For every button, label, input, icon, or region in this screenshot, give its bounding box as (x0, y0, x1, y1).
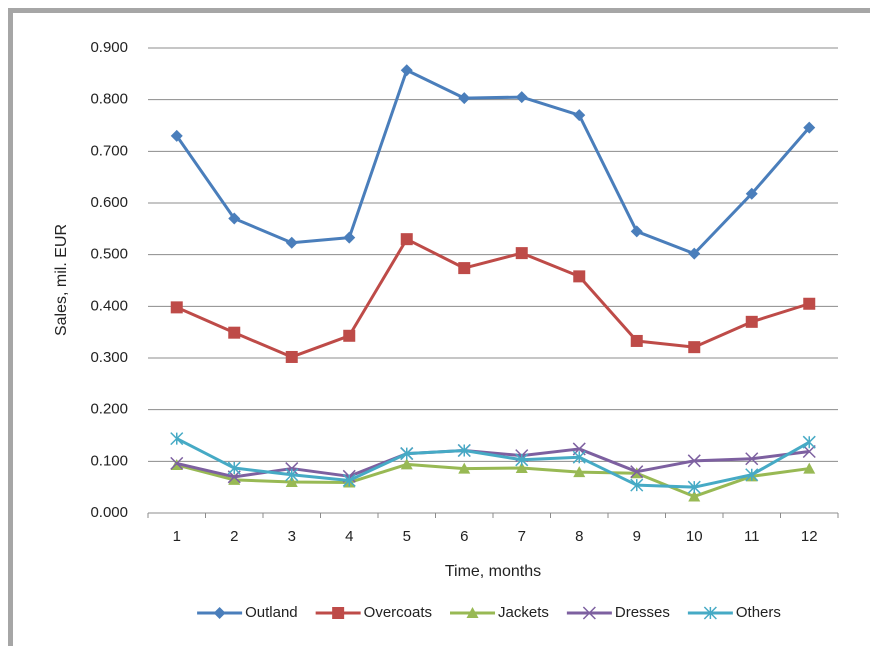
x-tick-label: 4 (345, 528, 353, 545)
marker (170, 129, 183, 142)
y-tick-label: 0.800 (90, 91, 128, 108)
marker (285, 350, 298, 363)
x-tick-label: 7 (518, 528, 526, 545)
marker (170, 432, 184, 446)
x-tick-label: 8 (575, 528, 583, 545)
y-tick-label: 0.700 (90, 142, 128, 159)
marker (400, 64, 413, 77)
marker (228, 473, 241, 485)
marker (343, 231, 356, 244)
marker (515, 453, 529, 467)
marker (688, 490, 701, 502)
marker (745, 315, 758, 328)
marker (515, 91, 528, 104)
y-tick-label: 0.600 (90, 194, 128, 211)
marker (630, 465, 644, 479)
marker (285, 468, 299, 482)
marker (515, 462, 528, 474)
series-line (176, 437, 810, 489)
x-tick-label: 10 (686, 528, 703, 545)
legend-label: Overcoats (364, 604, 432, 621)
legend-label: Dresses (615, 604, 670, 621)
x-tick-label: 9 (633, 528, 641, 545)
marker (228, 326, 241, 339)
marker (573, 466, 586, 478)
marker (572, 450, 586, 464)
legend: Outland Overcoats Jackets Dresses Others (197, 604, 781, 621)
marker (745, 452, 759, 466)
marker (170, 301, 183, 314)
legend-label: Others (736, 604, 781, 621)
marker (458, 462, 471, 474)
frame-top (8, 8, 870, 13)
marker (400, 447, 414, 461)
marker (458, 92, 471, 105)
x-tick-label: 6 (460, 528, 468, 545)
marker (630, 478, 644, 492)
y-tick-label: 0.200 (90, 401, 128, 418)
x-tick-label: 2 (230, 528, 238, 545)
marker (227, 461, 241, 475)
marker (466, 607, 479, 618)
series-line (176, 462, 810, 498)
marker (457, 443, 471, 458)
marker (285, 236, 298, 249)
marker (342, 473, 356, 487)
marker (285, 476, 298, 487)
marker (630, 225, 643, 238)
marker (515, 247, 528, 260)
marker (688, 341, 701, 354)
marker (802, 444, 816, 459)
marker (803, 462, 816, 474)
marker (687, 454, 701, 468)
x-tick-label: 3 (288, 528, 296, 545)
x-tick-label: 1 (173, 528, 181, 545)
series-line (176, 447, 810, 479)
y-tick-label: 0.400 (90, 297, 128, 314)
frame-left (8, 8, 13, 646)
marker (332, 607, 345, 619)
marker (688, 247, 701, 260)
marker (170, 456, 184, 470)
y-tick-label: 0.900 (90, 39, 128, 56)
marker (745, 468, 759, 482)
y-axis-title: Sales, mil. EUR (53, 224, 70, 336)
marker (400, 233, 413, 246)
series-line (176, 237, 810, 359)
marker (703, 606, 717, 620)
x-tick-label: 12 (801, 528, 818, 545)
marker (458, 262, 471, 275)
marker (285, 462, 299, 476)
y-tick-label: 0.500 (90, 246, 128, 263)
marker (400, 458, 413, 470)
marker (630, 334, 643, 347)
legend-label: Outland (245, 604, 298, 621)
y-tick-label: 0.100 (90, 452, 128, 469)
x-tick-label: 11 (744, 528, 760, 545)
marker (573, 270, 586, 283)
marker (803, 121, 816, 134)
marker (803, 297, 816, 310)
legend-label: Jackets (498, 604, 549, 621)
y-tick-label: 0.000 (90, 504, 128, 521)
marker (213, 607, 226, 619)
marker (745, 187, 758, 200)
marker (343, 329, 356, 342)
x-tick-label: 5 (403, 528, 411, 545)
marker (582, 606, 596, 620)
marker (802, 435, 816, 449)
marker (687, 480, 701, 494)
series-line (175, 68, 811, 256)
y-tick-label: 0.300 (90, 349, 128, 366)
x-axis-title: Time, months (445, 563, 541, 580)
marker (573, 109, 586, 122)
marker (228, 212, 241, 225)
